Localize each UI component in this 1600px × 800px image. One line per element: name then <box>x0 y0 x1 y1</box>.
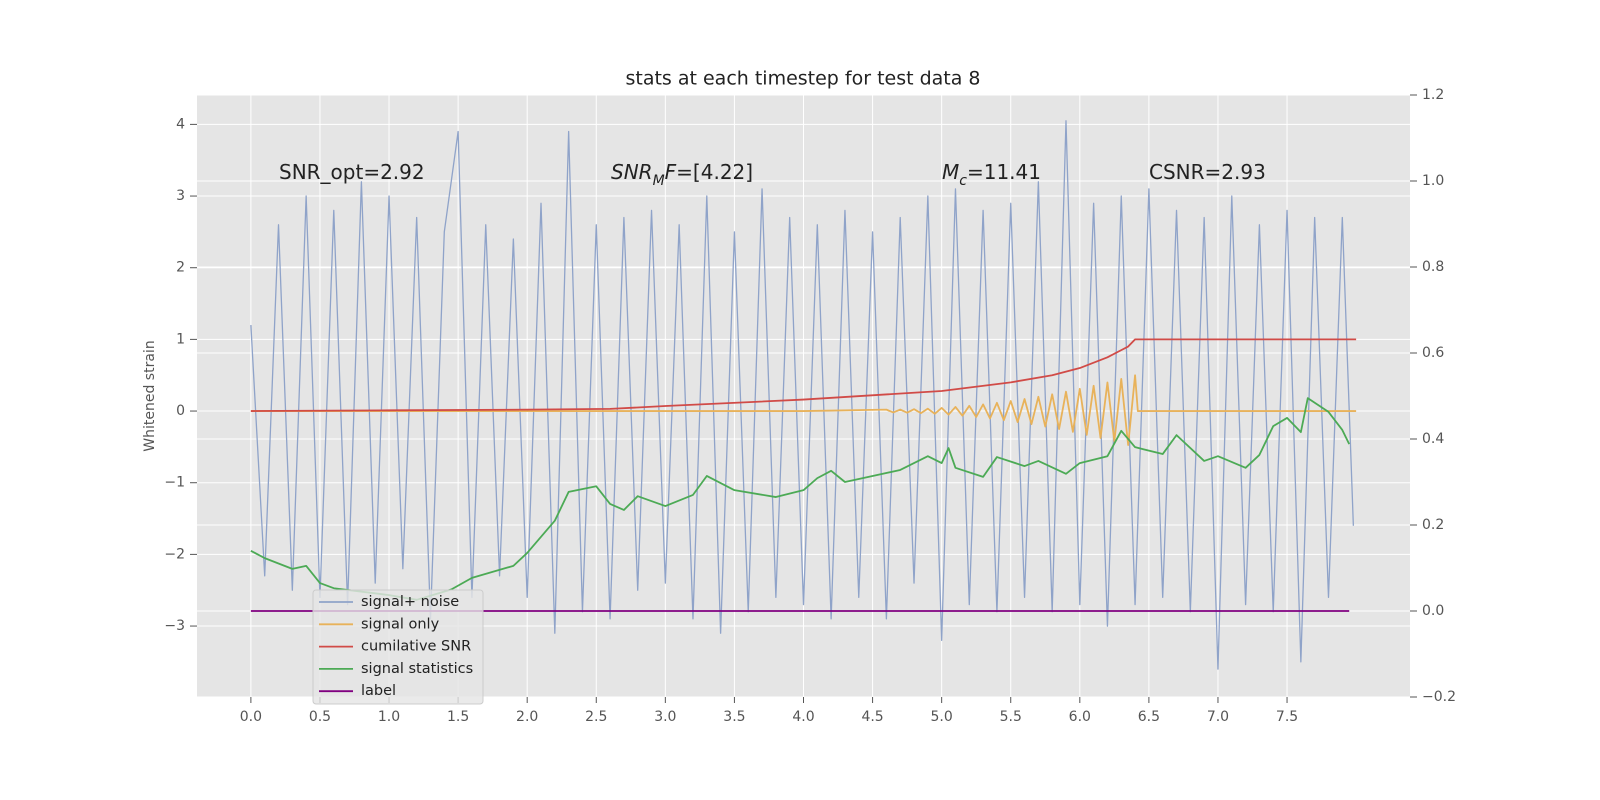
legend-label: signal+ noise <box>361 594 459 610</box>
x-tick-label: 6.0 <box>1069 709 1091 725</box>
series-line <box>250 338 1357 412</box>
x-tick-label: 3.0 <box>654 709 676 725</box>
x-tick-label: 5.5 <box>1000 709 1022 725</box>
annotation: SNR_opt=2.92 <box>279 160 425 184</box>
x-tick-label: 4.0 <box>792 709 814 725</box>
x-tick-label: 2.5 <box>585 709 607 725</box>
x-tick-label: 6.5 <box>1138 709 1160 725</box>
axes: 0.0 0.5 1.0 1.5 2.0 2.5 3.0 3.5 4.0 4.5 5.0 5.5 6.0 6… <box>164 87 1456 725</box>
annotation-part: M <box>653 173 665 189</box>
chart-title: stats at each timestep for test data 8 <box>625 68 980 90</box>
annotation: Mc=11.41 <box>942 160 1041 190</box>
y-tick-label: 3 <box>176 188 185 204</box>
annotation-part: c <box>959 173 967 189</box>
x-tick-label: 0.5 <box>309 709 331 725</box>
x-tick-label: 7.0 <box>1207 709 1229 725</box>
y-tick-label: 0 <box>176 403 185 419</box>
x-tick-label: 1.5 <box>447 709 469 725</box>
y2-tick-label: −0.2 <box>1422 689 1456 705</box>
legend: signal+ noise signal only cumilative SNR si… <box>312 589 484 705</box>
annotation: SNRMF=[4.22] <box>611 160 753 190</box>
y2-tick-label: 0.4 <box>1422 431 1444 447</box>
x-tick-label: 7.5 <box>1276 709 1298 725</box>
x-tick-label: 1.0 <box>378 709 400 725</box>
series-line <box>250 397 1351 601</box>
legend-label: signal only <box>361 616 440 632</box>
y2-tick-label: 1.0 <box>1422 173 1444 189</box>
x-tick-label: 2.0 <box>516 709 538 725</box>
legend-label: signal statistics <box>361 661 473 677</box>
y2-tick-label: 0.8 <box>1422 259 1444 275</box>
x-tick-label: 3.5 <box>723 709 745 725</box>
legend-label: cumilative SNR <box>361 639 471 655</box>
y-axis-label: Whitened strain <box>142 340 158 451</box>
y-tick-label: 1 <box>176 331 185 347</box>
annotation-part: =11.41 <box>967 160 1041 184</box>
y2-tick-label: 1.2 <box>1422 87 1444 103</box>
annotation-part: =[4.22] <box>676 160 753 184</box>
annotation-part: M <box>942 160 959 184</box>
y-tick-label: 2 <box>176 260 185 276</box>
legend-label: label <box>361 683 396 699</box>
y2-tick-label: 0.2 <box>1422 517 1444 533</box>
x-tick-label: 4.5 <box>861 709 883 725</box>
legend-box <box>312 589 484 705</box>
annotation-part: CSNR=2.93 <box>1149 160 1266 184</box>
y-tick-label: 4 <box>176 116 185 132</box>
y2-tick-label: 0.6 <box>1422 345 1444 361</box>
annotation: CSNR=2.93 <box>1149 160 1266 184</box>
annotation-part: SNR_opt=2.92 <box>279 160 425 184</box>
y-tick-label: −2 <box>164 546 185 562</box>
x-tick-label: 5.0 <box>931 709 953 725</box>
y-tick-label: −1 <box>164 475 185 491</box>
x-tick-label: 0.0 <box>240 709 262 725</box>
y-tick-label: −3 <box>164 618 185 634</box>
annotation-part: F <box>665 160 677 184</box>
series-line <box>250 374 1357 446</box>
annotation-part: SNR <box>611 160 653 184</box>
y2-tick-label: 0.0 <box>1422 603 1444 619</box>
